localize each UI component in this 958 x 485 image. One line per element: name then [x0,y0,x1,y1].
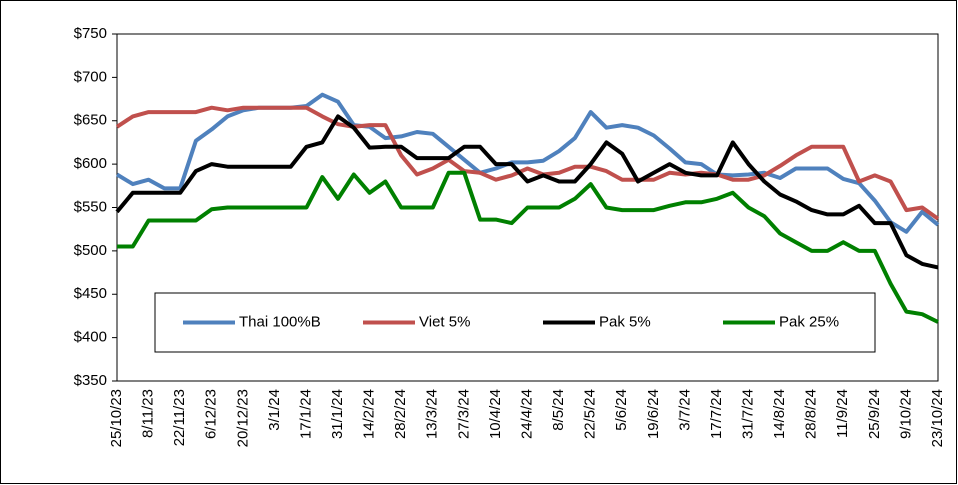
x-tick-label: 23/10/24 [929,389,946,447]
x-tick-label: 8/5/24 [550,389,567,431]
x-tick-label: 17/1/24 [297,389,314,439]
legend-label: Viet 5% [419,313,470,330]
x-tick-label: 6/12/23 [203,389,220,439]
y-tick-label: $350 [74,372,107,389]
x-tick-label: 14/8/24 [771,389,788,439]
x-tick-label: 22/11/23 [171,389,188,446]
x-tick-label: 9/10/24 [897,389,914,439]
x-tick-label: 19/6/24 [645,389,662,439]
x-tick-label: 25/9/24 [866,389,883,439]
x-tick-label: 17/7/24 [708,389,725,439]
x-tick-label: 27/3/24 [455,389,472,439]
x-tick-label: 13/3/24 [424,389,441,439]
y-tick-label: $450 [74,285,107,302]
line-series [117,170,939,324]
x-tick-label: 3/1/24 [266,389,283,431]
y-tick-label: $400 [74,329,107,346]
x-tick-label: 20/12/23 [234,389,251,447]
x-tick-label: 22/5/24 [582,389,599,439]
y-tick-label: $500 [74,242,107,259]
x-tick-label: 3/7/24 [676,389,693,431]
x-tick-label: 11/9/24 [834,389,851,438]
x-tick-label: 24/4/24 [518,389,535,439]
y-tick-label: $550 [74,198,107,215]
legend-label: Pak 25% [779,313,839,330]
line-series [115,105,940,221]
plot-area [116,33,939,382]
y-tick-label: $650 [74,112,107,129]
x-tick-label: 31/7/24 [740,389,757,439]
legend-label: Thai 100%B [239,313,321,330]
line-series [115,114,939,270]
y-tick-label: $700 [74,68,107,85]
x-tick-label: 28/8/24 [803,389,820,439]
x-tick-label: 10/4/24 [487,389,504,439]
legend-label: Pak 5% [599,313,651,330]
y-tick-label: $600 [74,155,107,172]
x-tick-label: 25/10/23 [108,389,125,447]
y-tick-label: $750 [74,25,107,42]
x-tick-label: 14/2/24 [361,389,378,439]
x-tick-label: 31/1/24 [329,389,346,439]
x-tick-label: 8/11/23 [140,389,157,438]
x-tick-label: 5/6/24 [613,389,630,431]
x-tick-label: 28/2/24 [392,389,409,439]
